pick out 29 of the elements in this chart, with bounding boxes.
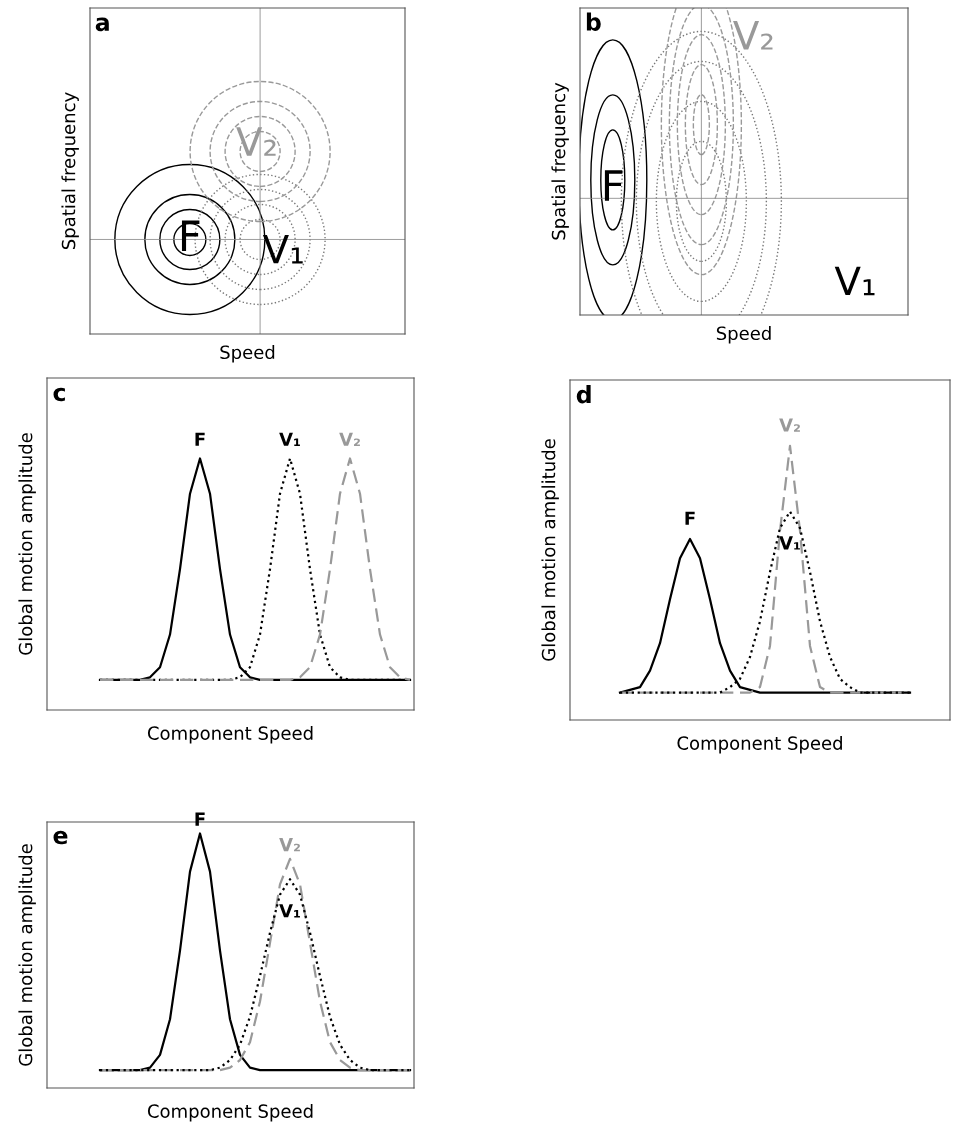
series-label: V₂ xyxy=(339,432,360,446)
series-label: F xyxy=(195,812,205,826)
series-label: V₁ xyxy=(779,536,800,550)
chart-title: c xyxy=(53,387,65,402)
text: Speed xyxy=(220,345,275,363)
chart-title: e xyxy=(53,830,68,845)
text: Spatial frequency xyxy=(61,92,79,250)
series-label: F xyxy=(685,511,695,525)
text: b xyxy=(586,12,601,31)
text: V₂ xyxy=(733,21,773,50)
series-label: V₂ xyxy=(779,418,800,432)
text: Speed xyxy=(716,326,771,344)
y-axis-title: Global motion amplitude xyxy=(541,439,559,661)
text: Spatial frequency xyxy=(551,82,569,240)
text: a xyxy=(95,17,109,32)
text: F xyxy=(604,170,623,201)
x-axis-title: Component Speed xyxy=(147,1103,313,1122)
text: F xyxy=(181,220,200,251)
series-label: F xyxy=(195,432,205,446)
y-axis-title: Global motion amplitude xyxy=(18,433,36,655)
series-label: V₁ xyxy=(279,904,300,918)
text: V₂ xyxy=(236,127,276,156)
x-axis-title: Component Speed xyxy=(147,725,313,744)
series-label: V₂ xyxy=(279,838,300,852)
chart-title: d xyxy=(576,385,591,404)
y-axis-title: Global motion amplitude xyxy=(18,844,36,1066)
x-axis-title: Component Speed xyxy=(677,735,842,754)
series-label: V₁ xyxy=(279,432,300,446)
text: V₁ xyxy=(834,266,875,296)
